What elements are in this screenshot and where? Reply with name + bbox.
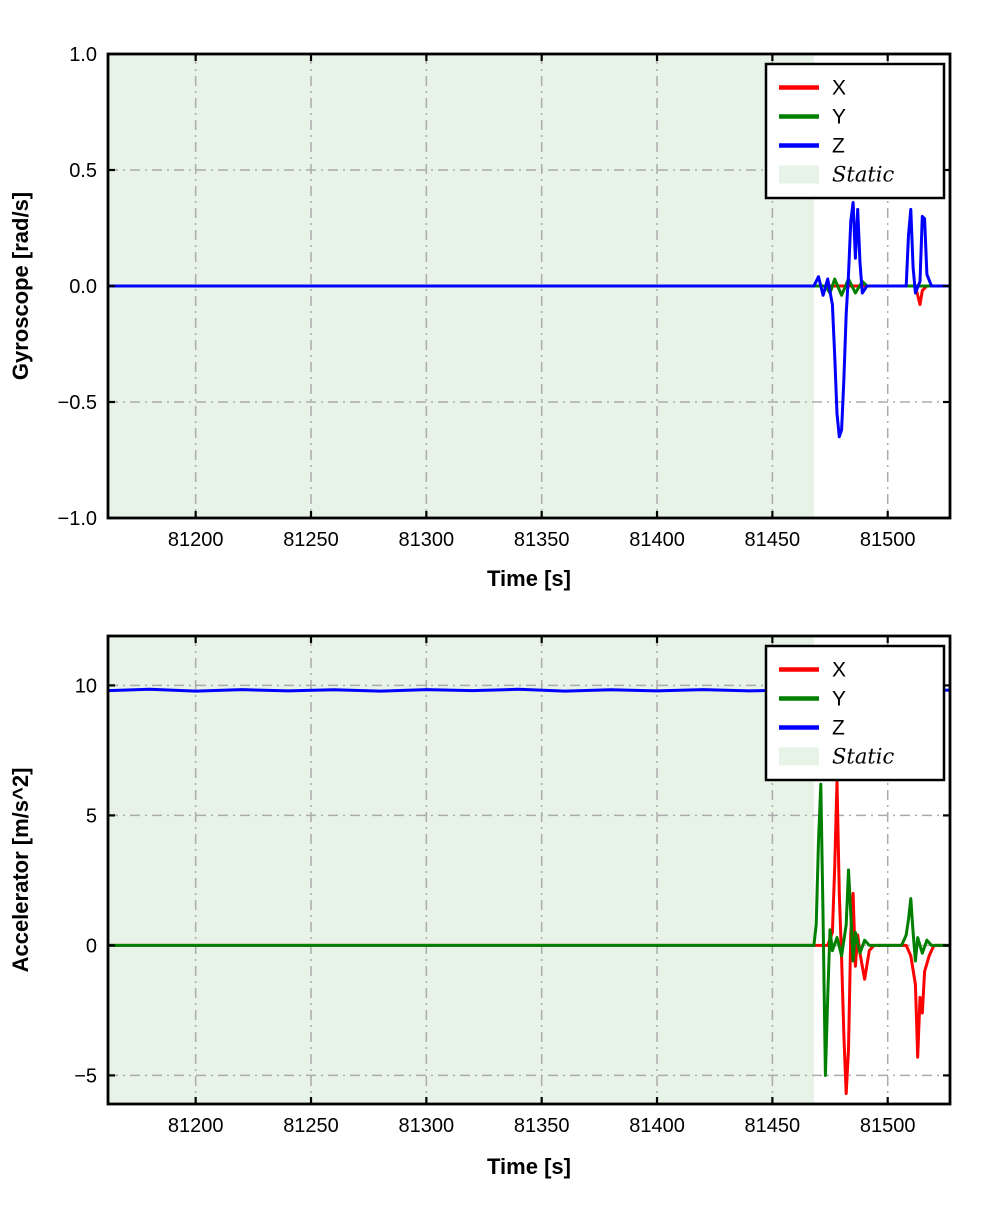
x-tick-label: 81400 — [629, 1115, 685, 1137]
x-axis-label: Time [s] — [487, 566, 571, 591]
y-tick-label: −1.0 — [58, 508, 97, 530]
series-y-line — [108, 782, 950, 1077]
x-tick-label: 81350 — [514, 529, 570, 551]
y-tick-label: −0.5 — [58, 392, 97, 414]
legend-patch-sample — [779, 747, 819, 766]
y-tick-label: 10 — [75, 675, 97, 697]
x-tick-label: 81200 — [168, 1115, 224, 1137]
legend-patch-sample — [779, 165, 819, 184]
series-z-line — [108, 201, 950, 439]
series-y-line — [108, 277, 950, 297]
y-tick-label: 5 — [86, 805, 97, 827]
x-tick-label: 81450 — [745, 529, 801, 551]
y-tick-label: 0.0 — [69, 276, 97, 298]
x-tick-label: 81350 — [514, 1115, 570, 1137]
x-tick-label: 81250 — [283, 529, 339, 551]
legend-label: Z — [832, 717, 845, 740]
legend-label: X — [832, 659, 846, 682]
x-tick-label: 81300 — [399, 1115, 455, 1137]
accelerometer-chart: 81200 81250 81300 81350 81400 81450 81500 10 5 0 −… — [0, 606, 992, 1220]
x-tick-label: 81450 — [745, 1115, 801, 1137]
accelerometer-plot: 81200 81250 81300 81350 81400 81450 81500 10 5 0 −… — [8, 634, 952, 1179]
x-tick-label: 81300 — [399, 529, 455, 551]
legend-label: X — [832, 77, 846, 100]
x-tick-label: 81500 — [860, 529, 916, 551]
legend-label: Static — [832, 745, 895, 769]
gyroscope-plot: 81200 81250 81300 81350 81400 81450 81500 1.0 0.… — [8, 44, 952, 591]
y-axis-label: Accelerator [m/s^2] — [8, 768, 33, 973]
legend-label: Y — [832, 106, 846, 129]
x-tick-label: 81250 — [283, 1115, 339, 1137]
legend-label: Z — [832, 135, 845, 158]
static-region — [108, 636, 814, 1104]
axes-frame — [106, 634, 952, 1106]
legend-label: Static — [832, 163, 895, 187]
y-axis-label: Gyroscope [rad/s] — [8, 192, 33, 380]
x-tick-label: 81200 — [168, 529, 224, 551]
y-tick-label: 0 — [86, 935, 97, 957]
y-tick-label: −5 — [74, 1065, 97, 1087]
x-tick-label: 81400 — [629, 529, 685, 551]
y-tick-label: 1.0 — [69, 44, 97, 66]
y-tick-label: 0.5 — [69, 160, 97, 182]
legend-label: Y — [832, 688, 846, 711]
x-axis-label: Time [s] — [487, 1154, 571, 1179]
gyroscope-chart: 81200 81250 81300 81350 81400 81450 81500 1.0 0.… — [0, 6, 992, 606]
x-tick-label: 81500 — [860, 1115, 916, 1137]
